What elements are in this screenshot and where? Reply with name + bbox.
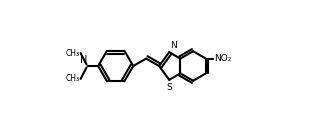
Text: CH₃: CH₃	[66, 49, 80, 58]
Text: N: N	[170, 41, 177, 50]
Text: NO₂: NO₂	[214, 54, 231, 63]
Text: CH₃: CH₃	[66, 74, 80, 83]
Text: S: S	[166, 83, 172, 92]
Text: N: N	[80, 55, 87, 65]
